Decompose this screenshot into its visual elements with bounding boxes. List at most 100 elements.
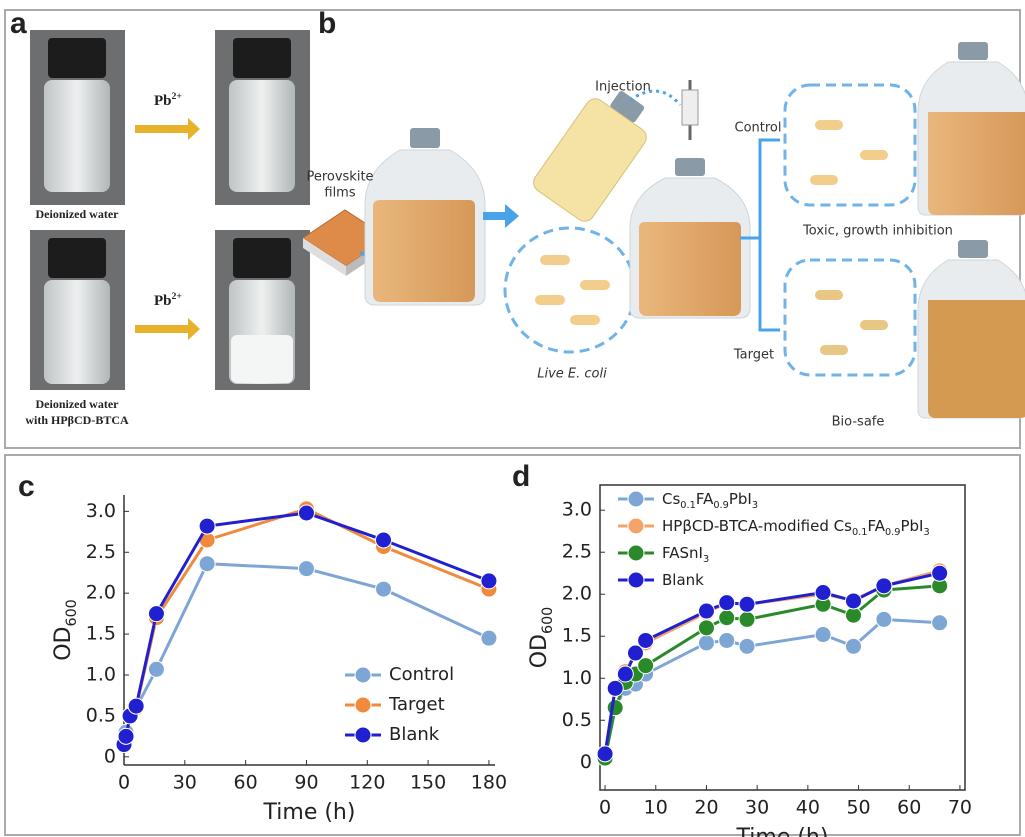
data-point	[876, 578, 892, 594]
caption: with HPβCD-BTCA	[25, 413, 129, 427]
label: Bio-safe	[832, 415, 885, 430]
data-point	[845, 593, 861, 609]
data-point	[298, 561, 314, 577]
x-tick-label: 120	[349, 772, 385, 794]
legend-marker	[628, 545, 644, 561]
y-tick-label: 2.5	[562, 541, 592, 563]
legend-marker	[355, 697, 371, 713]
x-tick-label: 60	[234, 772, 258, 794]
legend-label: Cs0.1FA0.9PbI3	[662, 490, 758, 511]
data-point	[739, 596, 755, 612]
x-tick-label: 50	[846, 797, 870, 819]
x-axis-label: Time (h)	[263, 800, 356, 825]
label: films	[324, 186, 355, 201]
arrow-label: Pb2+	[154, 291, 182, 310]
x-tick-label: 180	[471, 772, 507, 794]
data-point	[739, 611, 755, 627]
series-line	[605, 571, 940, 754]
panel-label: c	[18, 470, 35, 503]
y-tick-label: 0.5	[562, 709, 592, 731]
legend-label: Blank	[662, 571, 704, 589]
series-line	[605, 619, 940, 758]
legend-label: FASnI3	[662, 544, 709, 565]
legend-marker	[628, 491, 644, 507]
legend-label: Control	[389, 664, 454, 685]
x-tick-label: 30	[745, 797, 769, 819]
y-tick-label: 1.5	[562, 625, 592, 647]
x-tick-label: 150	[410, 772, 446, 794]
data-point	[375, 532, 391, 548]
data-point	[932, 565, 948, 581]
legend-label: Target	[388, 694, 445, 715]
y-tick-label: 1.0	[562, 667, 592, 689]
label: Toxic, growth inhibition	[802, 224, 953, 239]
y-tick-label: 2.0	[86, 582, 116, 604]
y-tick-label: 1.0	[86, 664, 116, 686]
data-point	[845, 607, 861, 623]
series-line	[605, 573, 940, 754]
data-point	[148, 661, 164, 677]
y-tick-label: 0	[580, 751, 592, 773]
data-point	[481, 630, 497, 646]
data-point	[876, 611, 892, 627]
data-point	[845, 638, 861, 654]
data-point	[375, 581, 391, 597]
data-point	[298, 505, 314, 521]
label: Injection	[595, 80, 651, 95]
data-point	[118, 728, 134, 744]
label: Perovskite	[306, 170, 373, 185]
data-point	[607, 700, 623, 716]
data-point	[719, 595, 735, 611]
y-tick-label: 1.5	[86, 623, 116, 645]
x-tick-label: 20	[694, 797, 718, 819]
data-point	[932, 615, 948, 631]
data-point	[719, 610, 735, 626]
legend-marker	[355, 727, 371, 743]
panel-frame	[5, 455, 1020, 835]
data-point	[617, 666, 633, 682]
legend-marker	[628, 572, 644, 588]
series-line	[605, 586, 940, 758]
legend-marker	[628, 518, 644, 534]
data-point	[698, 620, 714, 636]
series-line	[124, 564, 489, 745]
data-point	[597, 746, 613, 762]
panel-label: a	[10, 7, 27, 40]
y-tick-label: 0	[104, 745, 116, 767]
x-tick-label: 70	[948, 797, 972, 819]
label: Live E. coli	[537, 367, 607, 382]
y-axis-label: OD600	[51, 599, 80, 661]
data-point	[128, 698, 144, 714]
x-axis-label: Time (h)	[736, 825, 829, 837]
data-point	[148, 606, 164, 622]
label: Control	[735, 121, 782, 136]
panel-label: d	[512, 460, 530, 493]
y-tick-label: 3.0	[562, 499, 592, 521]
x-tick-label: 60	[897, 797, 921, 819]
data-point	[815, 627, 831, 643]
x-tick-label: 0	[118, 772, 130, 794]
data-point	[199, 556, 215, 572]
caption: Deionized water	[36, 207, 120, 221]
y-tick-label: 2.5	[86, 541, 116, 563]
arrow-label: Pb2+	[154, 91, 182, 110]
data-point	[719, 632, 735, 648]
data-point	[638, 632, 654, 648]
y-axis-label: OD600	[527, 607, 556, 669]
label: Target	[733, 348, 774, 363]
x-tick-label: 40	[796, 797, 820, 819]
x-tick-label: 30	[173, 772, 197, 794]
caption: Deionized water	[36, 397, 120, 411]
y-tick-label: 2.0	[562, 583, 592, 605]
x-tick-label: 10	[644, 797, 668, 819]
legend-marker	[355, 667, 371, 683]
legend-label: Blank	[389, 724, 440, 745]
y-tick-label: 0.5	[86, 704, 116, 726]
data-point	[199, 518, 215, 534]
figure: a Pb2+ Pb2+ Deionized water Deionized wa…	[0, 0, 1025, 837]
legend-label: HPβCD-BTCA-modified Cs0.1FA0.9PbI3	[662, 517, 930, 538]
data-point	[815, 585, 831, 601]
y-tick-label: 3.0	[86, 500, 116, 522]
data-point	[607, 680, 623, 696]
data-point	[698, 603, 714, 619]
